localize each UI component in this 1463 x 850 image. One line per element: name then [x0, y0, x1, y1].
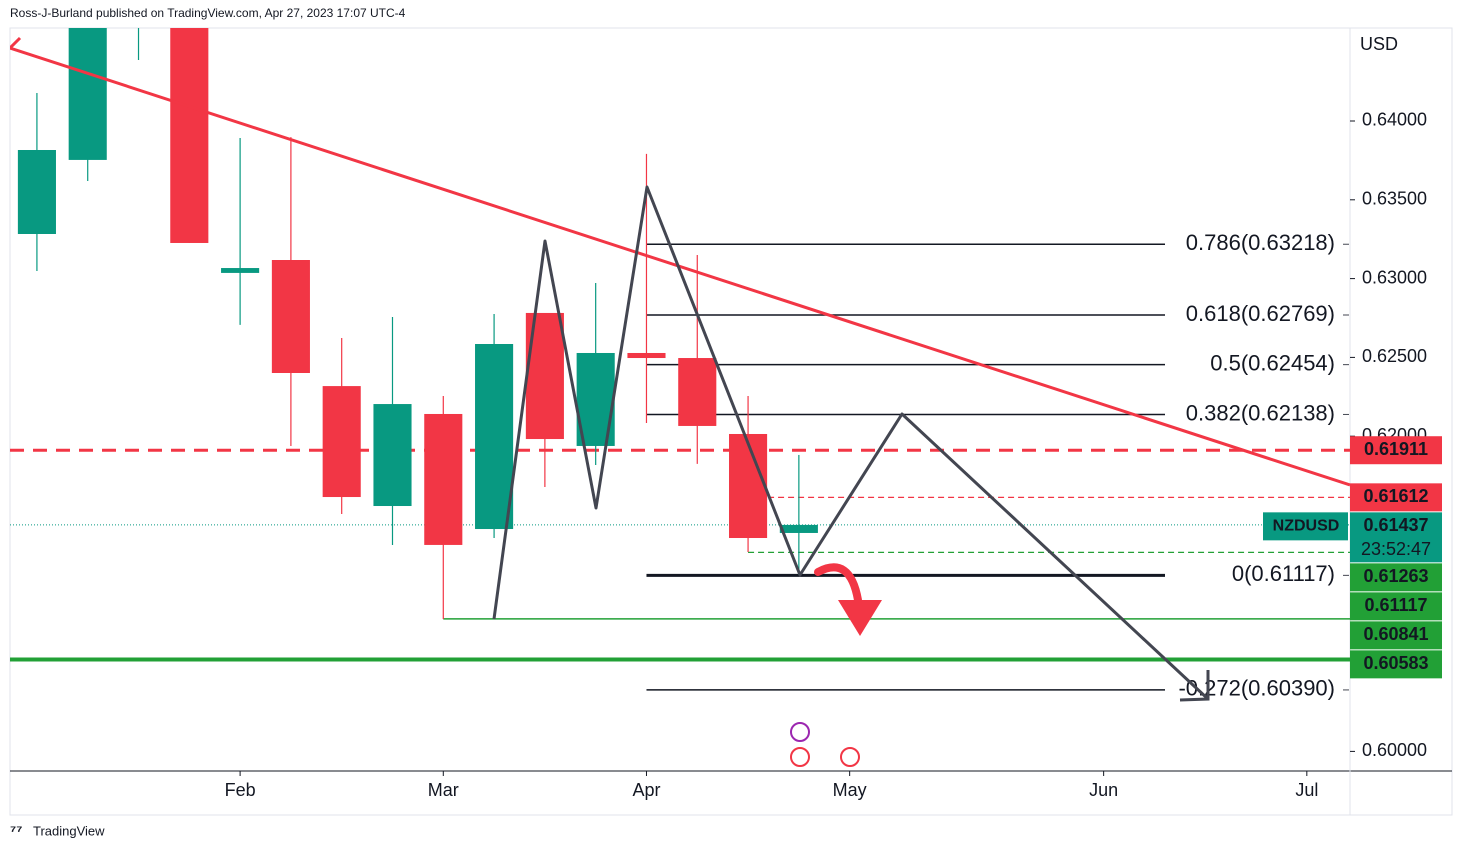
projection-arrowhead — [1179, 670, 1210, 702]
fib-label: 0.382(0.62138) — [1186, 400, 1335, 425]
drawings — [10, 36, 1350, 767]
y-tick-label: 0.64000 — [1362, 110, 1427, 130]
x-tick-label: Apr — [632, 780, 660, 800]
candle-body — [373, 404, 412, 507]
y-tick-label: 0.62500 — [1362, 346, 1427, 366]
event-icon — [840, 747, 860, 767]
y-tick-label: 0.60000 — [1362, 740, 1427, 760]
fib-label: 0.5(0.62454) — [1210, 350, 1335, 375]
brand: TradingView — [33, 823, 105, 838]
y-tick-label: 0.63500 — [1362, 189, 1427, 209]
candle-body — [221, 268, 260, 273]
candle-body — [17, 149, 56, 234]
price-tag — [1350, 650, 1442, 679]
symbol-tag — [1263, 512, 1348, 541]
candle-body — [627, 352, 666, 359]
candles — [17, 28, 818, 620]
frame — [9, 27, 1453, 816]
fib-label: 0.618(0.62769) — [1186, 301, 1335, 326]
trendline — [10, 46, 1350, 487]
candle-body — [424, 413, 463, 545]
fib-label: -0.272(0.60390) — [1178, 676, 1335, 701]
y-tick-label: 0.63000 — [1362, 267, 1427, 287]
candle-body — [170, 28, 209, 243]
price-tag — [1350, 483, 1442, 512]
candle-body — [729, 433, 768, 539]
price-tag-value: 0.61437 — [1363, 515, 1428, 535]
plot: 0.786(0.63218) 0.618(0.62769) 0.5(0.62454)… — [10, 230, 1350, 701]
event-icon — [790, 722, 810, 742]
logo-mark: ⁷⁷ — [10, 823, 22, 840]
fib-label: 0.786(0.63218) — [1186, 230, 1335, 255]
fib-label: 0(0.61117) — [1232, 561, 1335, 586]
event-icon — [790, 747, 810, 767]
candle-body — [68, 28, 107, 160]
x-tick-label: Jul — [1295, 780, 1318, 800]
price-tag — [1350, 621, 1442, 650]
price-tags: 0.61911 0.61612 0.61437 23:52:47 NZDUSD 0.612… — [1263, 436, 1442, 679]
zigzag-projection — [492, 185, 1210, 701]
currency: USD — [1360, 34, 1398, 54]
x-tick-label: May — [833, 780, 867, 800]
candle-body — [678, 358, 717, 426]
price-tag-value: 0.61117 — [1364, 595, 1427, 615]
candle-body — [779, 524, 818, 533]
candle-body — [322, 386, 361, 498]
price-tag-value: 0.60583 — [1363, 653, 1428, 673]
trendline-cap — [10, 36, 22, 50]
down-arrow-shaft — [814, 563, 862, 604]
x-tick-label: Jun — [1089, 780, 1118, 800]
price-tag-value: 0.61911 — [1364, 439, 1428, 459]
byline: Ross-J-Burland published on TradingView.… — [10, 6, 406, 20]
down-arrow-head — [838, 600, 882, 636]
candle-body — [475, 344, 514, 530]
price-tag-value: 0.60841 — [1363, 624, 1428, 644]
price-tag — [1350, 512, 1442, 563]
symbol-tag-label: NZDUSD — [1273, 518, 1340, 535]
x-tick-label: Feb — [225, 780, 256, 800]
x-tick-label: Mar — [428, 780, 459, 800]
price-tag-countdown: 23:52:47 — [1361, 539, 1431, 559]
price-tag-value: 0.61612 — [1363, 486, 1428, 506]
price-tag — [1350, 563, 1442, 592]
price-tag-value: 0.61263 — [1363, 566, 1428, 586]
price-tag — [1350, 592, 1442, 621]
candle-body — [271, 260, 310, 373]
price-tag — [1350, 436, 1442, 465]
